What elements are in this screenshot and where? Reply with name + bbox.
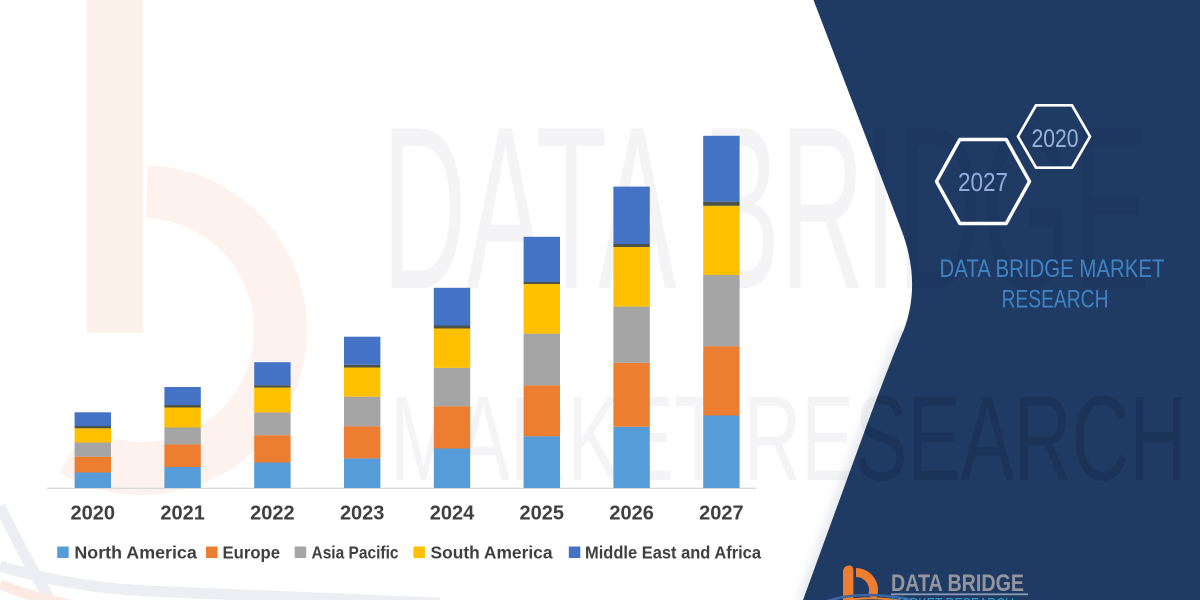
svg-text:2020: 2020 — [1032, 125, 1079, 153]
svg-text:Middle East and Africa: Middle East and Africa — [585, 543, 761, 563]
svg-text:2026: 2026 — [609, 503, 654, 525]
svg-text:DATA BRIDGE MARKET: DATA BRIDGE MARKET — [940, 255, 1165, 283]
svg-text:RESEARCH: RESEARCH — [1002, 286, 1109, 314]
svg-text:2027: 2027 — [699, 503, 744, 525]
svg-text:2025: 2025 — [520, 503, 565, 525]
svg-text:South America: South America — [431, 543, 553, 563]
svg-text:2020: 2020 — [71, 503, 116, 525]
svg-text:North America: North America — [74, 543, 197, 563]
svg-text:DATA BRIDGE: DATA BRIDGE — [891, 570, 1024, 597]
svg-text:Europe: Europe — [223, 543, 281, 563]
svg-text:2023: 2023 — [340, 503, 385, 525]
svg-text:2027: 2027 — [958, 167, 1008, 197]
svg-text:2024: 2024 — [430, 503, 475, 525]
svg-text:Asia Pacific: Asia Pacific — [312, 543, 399, 563]
svg-text:2021: 2021 — [160, 503, 205, 525]
svg-text:2022: 2022 — [250, 503, 295, 525]
svg-text:MARKET RESEARCH: MARKET RESEARCH — [891, 595, 1014, 600]
